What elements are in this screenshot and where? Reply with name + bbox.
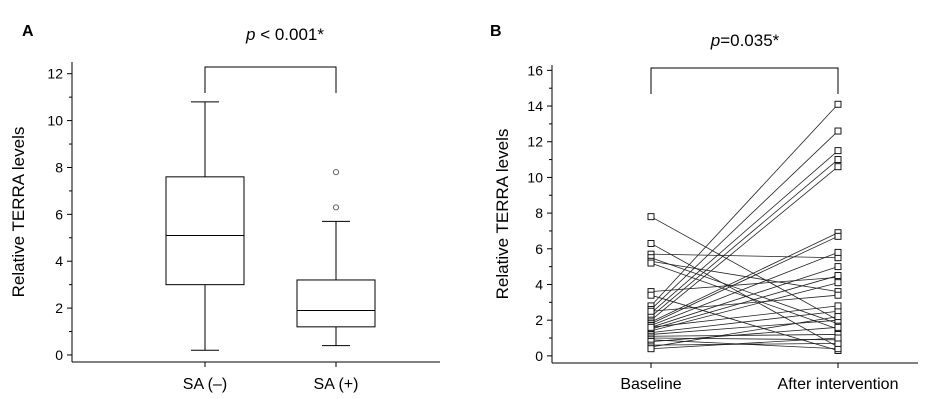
- panel-a-box-plot: 0 2 4 6 8 10 12 Relative TERRA levels SA (–) SA (…: [9, 25, 440, 393]
- paired-line: [650, 282, 839, 332]
- after-point: [834, 291, 842, 299]
- paired-line: [650, 316, 839, 348]
- y-tick-label: 12: [527, 134, 543, 150]
- after-point: [834, 156, 842, 164]
- paired-line: [650, 257, 839, 325]
- after-point: [834, 263, 842, 271]
- baseline-point: [647, 307, 655, 315]
- baseline-point: [647, 259, 655, 267]
- after-point: [834, 313, 842, 321]
- y-axis-label: Relative TERRA levels: [9, 127, 28, 298]
- paired-line: [650, 253, 839, 259]
- paired-line: [650, 326, 839, 342]
- after-point: [834, 248, 842, 256]
- box-iqr: [165, 176, 245, 286]
- panel-b-paired-lines: 0 2 4 6 8 10 12 14 16 Relative TERRA levels Baseli…: [493, 31, 918, 393]
- baseline-point: [647, 345, 655, 353]
- paired-line: [650, 319, 839, 335]
- y-tick-label: 10: [527, 169, 543, 185]
- box-iqr: [296, 279, 376, 328]
- x-category-label: Baseline: [620, 376, 681, 393]
- paired-line: [650, 251, 839, 326]
- significance-label: p=0.035*: [710, 31, 780, 50]
- paired-line: [650, 103, 839, 307]
- after-point: [834, 100, 842, 108]
- baseline-point: [647, 239, 655, 247]
- paired-line: [650, 150, 839, 314]
- paired-line: [650, 260, 839, 293]
- after-point: [834, 272, 842, 280]
- y-tick-label: 14: [527, 98, 543, 114]
- paired-line: [650, 275, 839, 330]
- y-tick-label: 4: [55, 253, 63, 269]
- after-point: [834, 232, 842, 240]
- paired-line: [650, 305, 839, 328]
- paired-line: [650, 294, 839, 312]
- after-point: [834, 163, 842, 171]
- x-category-label: SA (+): [314, 376, 359, 393]
- y-tick-label: 16: [527, 62, 543, 78]
- baseline-point: [647, 291, 655, 299]
- panel-label-b: B: [490, 23, 502, 40]
- paired-line: [650, 337, 839, 350]
- significance-bracket: [204, 66, 337, 93]
- after-point: [834, 334, 842, 342]
- y-tick-label: 0: [55, 347, 63, 363]
- y-tick-label: 6: [55, 206, 63, 222]
- significance-bracket: [650, 67, 839, 94]
- paired-line: [650, 216, 839, 321]
- paired-line: [650, 235, 839, 325]
- paired-line: [650, 276, 839, 293]
- after-point: [834, 127, 842, 135]
- y-tick-label: 12: [47, 66, 63, 82]
- paired-line: [650, 232, 839, 323]
- x-category-label: SA (–): [183, 376, 227, 393]
- y-tick-label: 4: [535, 276, 543, 292]
- x-category-label: After intervention: [778, 376, 899, 393]
- y-tick-label: 6: [535, 241, 543, 257]
- paired-line: [650, 266, 839, 328]
- baseline-point: [647, 323, 655, 331]
- y-tick-label: 8: [55, 159, 63, 175]
- y-tick-label: 0: [535, 348, 543, 364]
- after-point: [834, 302, 842, 310]
- after-point: [834, 279, 842, 287]
- y-tick-label: 8: [535, 205, 543, 221]
- baseline-point: [647, 213, 655, 221]
- outlier-point: [332, 169, 340, 176]
- paired-line: [650, 159, 839, 317]
- paired-line: [650, 166, 839, 321]
- outlier-point: [332, 204, 340, 211]
- paired-line: [650, 130, 839, 310]
- paired-line: [650, 294, 839, 351]
- paired-line: [650, 262, 839, 330]
- after-point: [834, 323, 842, 331]
- significance-label: p < 0.001*: [245, 25, 324, 44]
- panel-label-a: A: [22, 23, 34, 40]
- paired-line: [650, 342, 839, 346]
- after-point: [834, 147, 842, 155]
- paired-line: [650, 334, 839, 337]
- y-tick-label: 2: [535, 312, 543, 328]
- y-tick-label: 10: [47, 113, 63, 129]
- y-tick-label: 2: [55, 300, 63, 316]
- paired-line: [650, 310, 839, 334]
- y-axis-label: Relative TERRA levels: [493, 129, 512, 300]
